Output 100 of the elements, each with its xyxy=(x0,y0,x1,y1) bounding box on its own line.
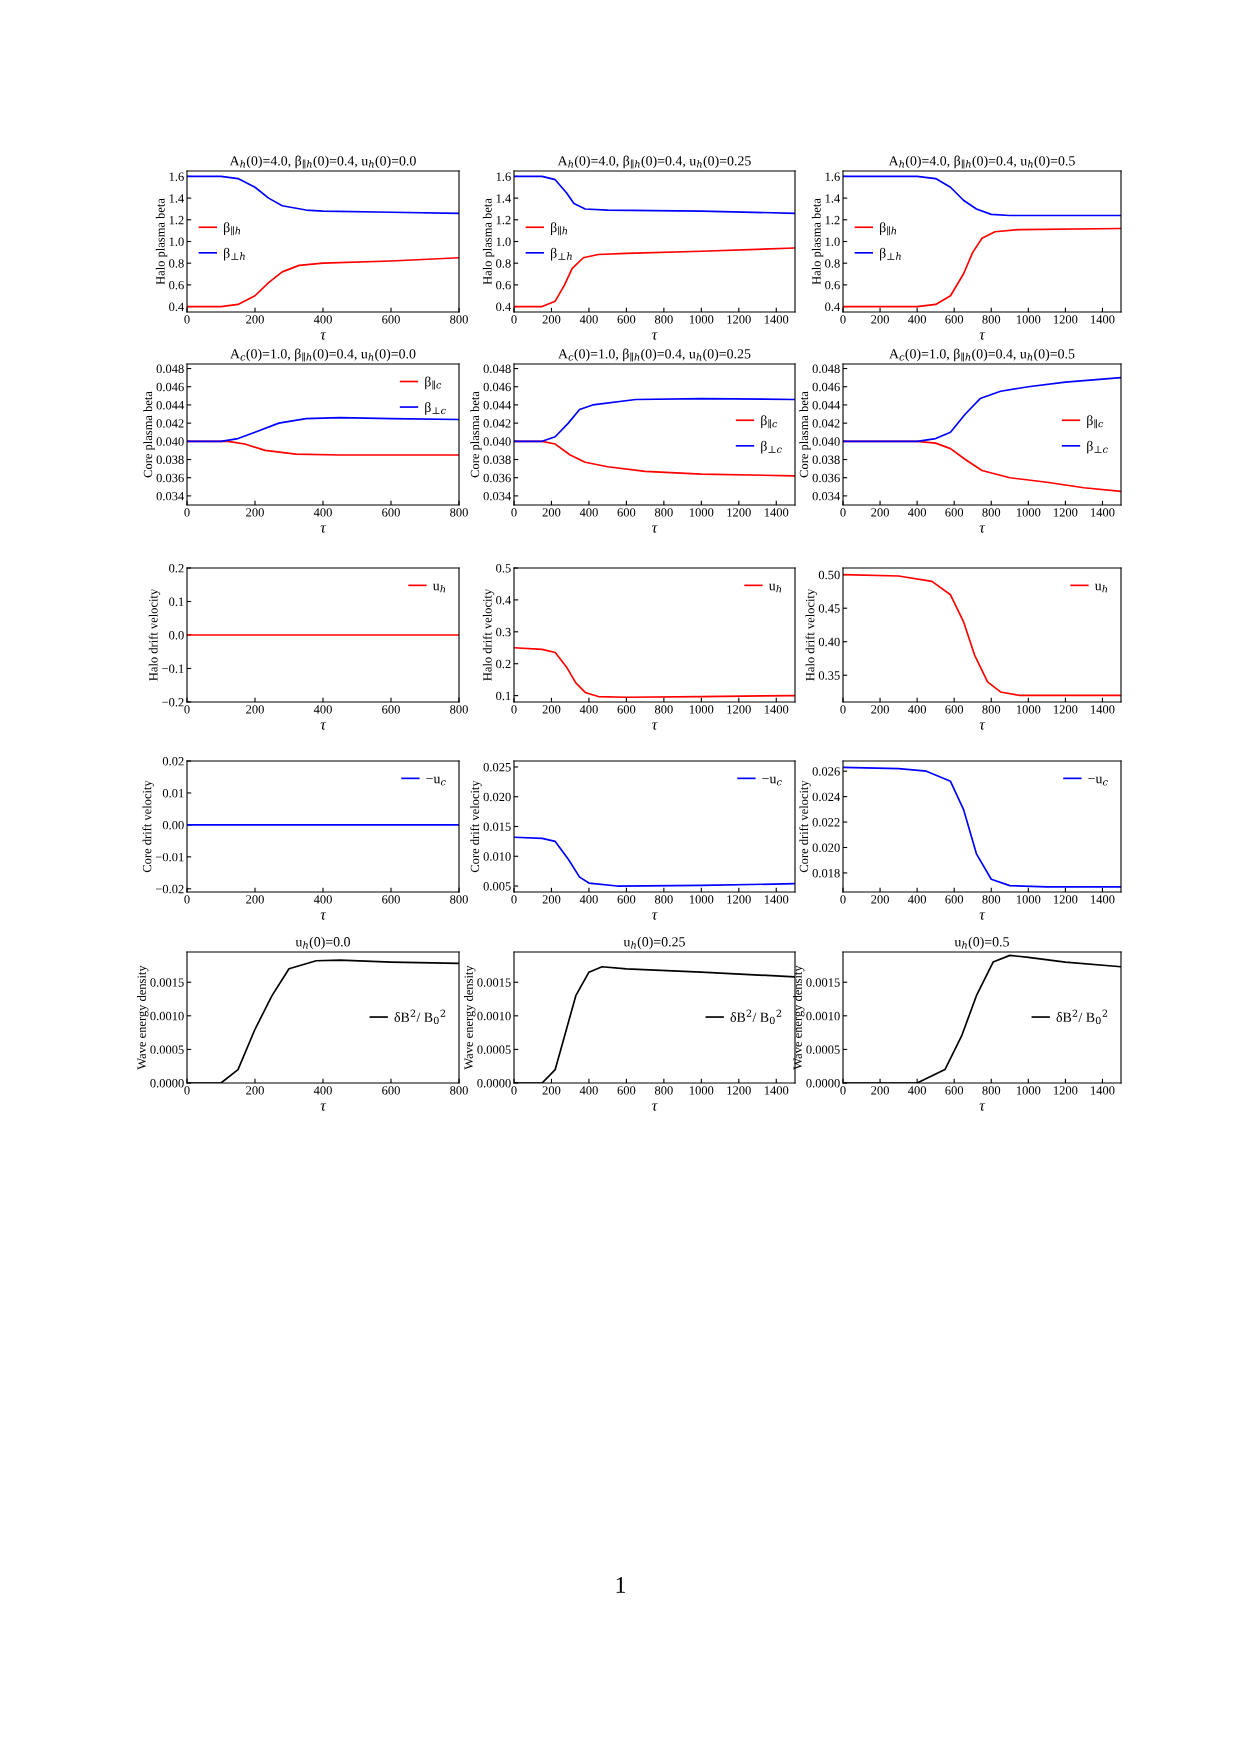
y-tick-label: 0.0015 xyxy=(806,978,840,987)
x-tick-label: 800 xyxy=(450,895,468,904)
line-series xyxy=(187,416,459,443)
x-tick-label: 600 xyxy=(945,705,964,714)
x-tick-label: 600 xyxy=(382,895,400,904)
y-tick-label: 0.018 xyxy=(812,868,840,878)
x-tick-label: 200 xyxy=(246,705,264,714)
x-tick-label: 1200 xyxy=(727,508,751,517)
x-axis-title: τ xyxy=(652,525,658,533)
y-tick-label: 0.038 xyxy=(156,455,184,465)
x-tick-label: 1400 xyxy=(1091,895,1115,904)
x-tick-label: 0 xyxy=(511,895,517,904)
y-tick-label: 0.020 xyxy=(483,792,511,802)
x-tick-label: 200 xyxy=(542,508,561,517)
y-tick-label: 0.2 xyxy=(496,659,511,669)
y-tick-label: −0.2 xyxy=(162,698,184,707)
x-tick-label: 800 xyxy=(982,1086,1001,1095)
x-tick-label: 800 xyxy=(654,705,673,714)
y-tick-label: 0.010 xyxy=(483,852,511,861)
y-tick-label: 0.015 xyxy=(483,822,511,832)
y-tick-label: 0.046 xyxy=(156,382,184,392)
x-tick-label: 400 xyxy=(313,1086,332,1095)
y-tick-label: 0.048 xyxy=(812,364,840,374)
x-tick-label: 600 xyxy=(617,315,636,324)
x-tick-label: 800 xyxy=(982,705,1001,714)
x-tick-label: 1200 xyxy=(1054,1086,1078,1095)
line-series xyxy=(514,646,795,699)
x-tick-label: 800 xyxy=(450,1086,468,1095)
y-tick-label: 0.042 xyxy=(156,419,184,428)
y-tick-label: 1.4 xyxy=(496,194,512,203)
x-axis-title: τ xyxy=(652,1103,658,1111)
x-tick-label: 800 xyxy=(654,895,673,904)
x-tick-label: 400 xyxy=(579,1086,598,1095)
legend-label: β$_{⊥h}$ xyxy=(880,247,901,261)
y-tick-label: 0.45 xyxy=(818,604,840,613)
y-tick-label: 0.2 xyxy=(169,564,184,573)
x-tick-label: 1200 xyxy=(1054,895,1078,904)
x-tick-label: 1200 xyxy=(727,315,751,324)
x-tick-label: 1400 xyxy=(764,705,789,714)
y-tick-label: 0.036 xyxy=(812,473,840,483)
y-tick-label: 1.2 xyxy=(825,215,840,225)
x-tick-label: 1200 xyxy=(727,1086,751,1095)
y-tick-label: 0.6 xyxy=(496,280,511,290)
x-tick-label: 1000 xyxy=(689,508,714,517)
x-tick-label: 1000 xyxy=(689,1086,714,1095)
x-tick-label: 400 xyxy=(313,705,332,714)
y-tick-label: 0.8 xyxy=(825,259,840,268)
y-tick-label: 0.1 xyxy=(169,597,184,607)
y-tick-label: 0.3 xyxy=(496,627,511,637)
y-tick-label: 0.5 xyxy=(496,564,511,573)
y-tick-label: 0.40 xyxy=(818,637,840,647)
chart-title: A$_{c}$(0)=1.0, β$_{∥h}$(0)=0.4, u$_{h}$(0)=0.0 xyxy=(230,348,416,362)
x-tick-label: 200 xyxy=(871,895,889,904)
x-axis-title: τ xyxy=(979,912,986,920)
x-tick-label: 200 xyxy=(246,315,264,324)
y-axis-title: Core plasma beta xyxy=(799,391,811,478)
legend-label: β$_{∥c}$ xyxy=(425,376,442,390)
x-tick-label: 0 xyxy=(511,1086,517,1095)
x-axis-title: τ xyxy=(320,722,327,730)
x-tick-label: 1400 xyxy=(764,315,789,324)
y-tick-label: 0.044 xyxy=(156,400,185,410)
y-tick-label: 0.0000 xyxy=(477,1079,511,1088)
y-axis-title: Core plasma beta xyxy=(470,391,482,478)
y-tick-label: 0.02 xyxy=(162,757,184,766)
x-tick-label: 1400 xyxy=(764,508,789,517)
y-axis-title: Wave energy density xyxy=(793,965,805,1070)
y-tick-label: 0.0010 xyxy=(150,1011,184,1021)
x-tick-label: 600 xyxy=(382,315,400,324)
legend-label: −u$_{c}$ xyxy=(762,776,782,786)
y-axis-title: Halo plasma beta xyxy=(482,198,495,285)
text: 1 xyxy=(616,1577,625,1593)
x-tick-label: 600 xyxy=(945,1086,964,1095)
x-tick-label: 400 xyxy=(579,315,598,324)
y-tick-label: −0.02 xyxy=(155,884,184,894)
x-tick-label: 1000 xyxy=(689,705,714,714)
x-tick-label: 800 xyxy=(982,895,1001,904)
y-tick-label: 1.6 xyxy=(825,172,840,181)
y-tick-label: 0.0010 xyxy=(477,1011,511,1021)
chart-title: u$_{h}$(0)=0.5 xyxy=(954,936,1009,950)
x-tick-label: 400 xyxy=(908,705,927,714)
x-tick-label: 1000 xyxy=(1016,895,1041,904)
y-tick-label: 1.0 xyxy=(496,237,511,247)
y-tick-label: 0.026 xyxy=(812,767,840,776)
y-tick-label: 0.35 xyxy=(818,671,840,680)
y-tick-label: 0.040 xyxy=(156,437,184,446)
x-tick-label: 400 xyxy=(908,315,927,324)
y-tick-label: 0.8 xyxy=(169,259,184,268)
x-axis-title: τ xyxy=(320,1103,327,1111)
x-tick-label: 400 xyxy=(579,508,598,517)
x-tick-label: 600 xyxy=(617,1086,636,1095)
x-tick-label: 800 xyxy=(982,315,1001,324)
y-tick-label: 0.036 xyxy=(483,473,511,483)
line-series xyxy=(514,175,795,215)
y-tick-label: 0.036 xyxy=(156,473,184,483)
y-tick-label: 0.0015 xyxy=(150,978,184,987)
x-tick-label: 400 xyxy=(313,315,332,324)
chart-title: u$_{h}$(0)=0.0 xyxy=(295,936,350,950)
y-tick-label: 0.01 xyxy=(162,788,184,798)
legend-label: β$_{∥c}$ xyxy=(1087,415,1104,429)
line-series xyxy=(843,766,1121,888)
